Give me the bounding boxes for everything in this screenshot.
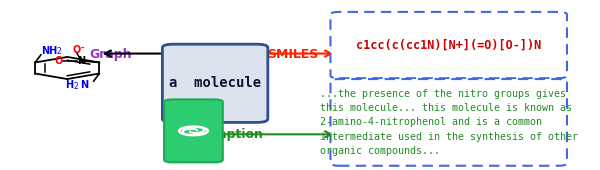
FancyBboxPatch shape bbox=[331, 79, 567, 166]
Text: Caption: Caption bbox=[209, 128, 263, 141]
Text: O: O bbox=[54, 56, 62, 66]
Text: N: N bbox=[77, 56, 85, 66]
Text: a  molecule: a molecule bbox=[169, 76, 261, 90]
Text: 2: 2 bbox=[57, 47, 62, 56]
Text: -: - bbox=[80, 44, 84, 53]
Text: H: H bbox=[65, 80, 74, 90]
FancyBboxPatch shape bbox=[331, 12, 567, 78]
Text: N: N bbox=[80, 80, 89, 90]
Text: O: O bbox=[73, 45, 80, 55]
Text: 2: 2 bbox=[73, 82, 78, 91]
Text: NH: NH bbox=[41, 46, 57, 56]
FancyBboxPatch shape bbox=[164, 99, 223, 162]
Text: c1cc(c(cc1N)[N+](=O)[O-])N: c1cc(c(cc1N)[N+](=O)[O-])N bbox=[356, 39, 541, 52]
Text: Graph: Graph bbox=[90, 48, 133, 61]
Text: ...the presence of the nitro groups gives
this molecule... this molecule is know: ...the presence of the nitro groups give… bbox=[320, 89, 578, 156]
Text: SMILES: SMILES bbox=[266, 48, 318, 61]
FancyBboxPatch shape bbox=[163, 44, 268, 122]
